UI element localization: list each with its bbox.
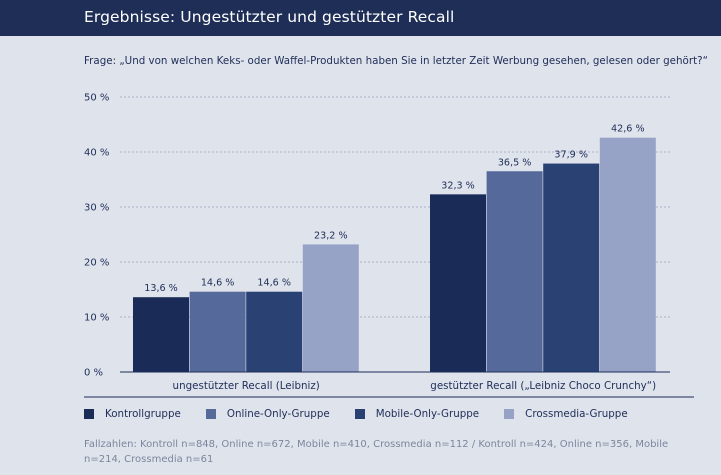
data-label-2-1: 32,3 %	[441, 180, 475, 191]
data-label-1-3: 14,6 %	[257, 278, 291, 289]
bar-2-1	[430, 194, 486, 372]
data-label-1-2: 14,6 %	[201, 278, 235, 289]
data-label-2-3: 37,9 %	[554, 150, 588, 161]
legend-swatch-crossmedia	[504, 409, 515, 419]
legend-swatch-mobile	[354, 409, 365, 419]
y-tick-label-30: 30 %	[84, 203, 109, 214]
bar-1-1	[133, 297, 189, 372]
legend-swatch-online	[205, 409, 216, 419]
data-label-1-1: 13,6 %	[144, 283, 178, 294]
y-tick-label-10: 10 %	[84, 313, 109, 324]
bar-2-3	[543, 163, 600, 372]
bar-2-2	[486, 171, 543, 372]
bar-1-2	[189, 291, 246, 372]
legend-label-kontroll: Kontrollgruppe	[105, 408, 181, 420]
bar-1-3	[246, 291, 303, 372]
bar-chart: 0 % 10 % 20 % 30 % 40 % 50 % 13,6 % 14,6 % 14,6 …	[84, 93, 694, 398]
y-tick-label-20: 20 %	[84, 258, 109, 269]
chart-legend: Kontrollgruppe Online-Only-Gruppe Mobile…	[84, 407, 653, 421]
y-tick-label-50: 50 %	[84, 93, 109, 104]
bar-2-4	[599, 137, 656, 372]
y-tick-label-40: 40 %	[84, 148, 109, 159]
legend-label-online: Online-Only-Gruppe	[226, 408, 330, 420]
legend-item-mobile: Mobile-Only-Gruppe	[354, 408, 480, 420]
y-tick-label-0: 0 %	[84, 368, 103, 379]
legend-item-online: Online-Only-Gruppe	[205, 408, 330, 420]
sample-size-footnote: Fallzahlen: Kontroll n=848, Online n=672…	[84, 439, 669, 465]
page-title: Ergebnisse: Ungestützter und gestützter …	[84, 8, 455, 26]
legend-label-mobile: Mobile-Only-Gruppe	[375, 408, 480, 420]
legend-item-kontroll: Kontrollgruppe	[84, 408, 181, 420]
title-bar: Ergebnisse: Ungestützter und gestützter …	[0, 0, 721, 36]
legend-swatch-kontroll	[84, 409, 94, 419]
survey-question: Frage: „Und von welchen Keks- oder Waffe…	[84, 55, 708, 67]
bar-1-4	[302, 244, 359, 372]
data-label-2-2: 36,5 %	[498, 157, 532, 168]
category-label-1: ungestützter Recall (Leibniz)	[173, 380, 320, 392]
legend-label-crossmedia: Crossmedia-Gruppe	[525, 408, 628, 420]
data-label-2-4: 42,6 %	[611, 124, 645, 135]
legend-item-crossmedia: Crossmedia-Gruppe	[504, 408, 628, 420]
data-label-1-4: 23,2 %	[314, 230, 348, 241]
category-label-2: gestützter Recall („Leibniz Choco Crunch…	[430, 380, 656, 392]
